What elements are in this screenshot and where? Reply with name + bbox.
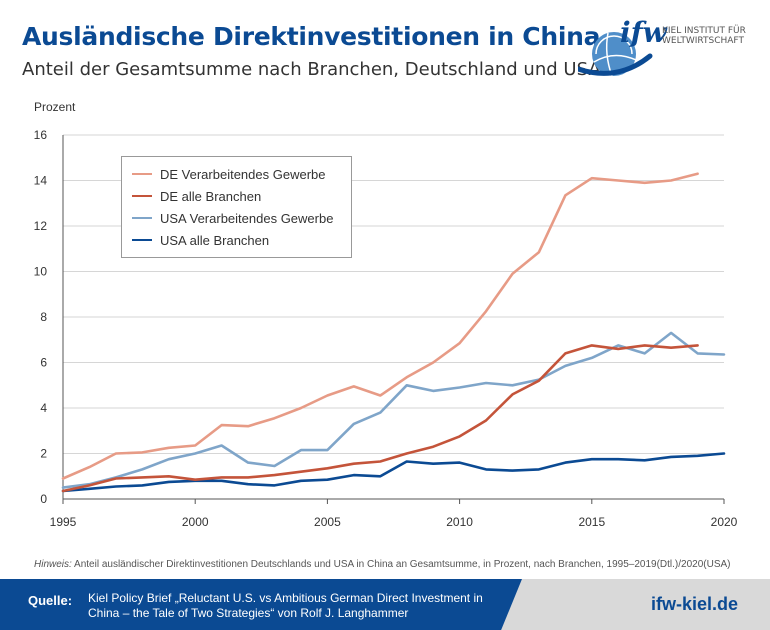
legend-label: USA alle Branchen <box>160 233 270 248</box>
legend-item-us-all: USA alle Branchen <box>132 233 269 249</box>
ifw-logo: ifw <box>575 14 758 84</box>
legend-item-de-manuf: DE Verarbeitendes Gewerbe <box>132 167 325 183</box>
series-line-1 <box>61 344 699 493</box>
legend-label: DE Verarbeitendes Gewerbe <box>160 167 326 182</box>
x-tick-label: 2005 <box>314 515 341 529</box>
logo-line1: KIEL INSTITUT FÜR <box>662 26 746 36</box>
x-tick-label: 2015 <box>578 515 605 529</box>
series-line-3 <box>61 452 726 493</box>
chart-note: Hinweis: Anteil ausländischer Direktinve… <box>34 559 731 570</box>
footer-source-panel: Quelle: Kiel Policy Brief „Reluctant U.S… <box>0 579 522 630</box>
x-tick-label: 2000 <box>182 515 209 529</box>
note-text: Anteil ausländischer Direktinvestitionen… <box>74 559 731 570</box>
y-tick-label: 0 <box>40 492 47 506</box>
chart-subtitle: Anteil der Gesamtsumme nach Branchen, De… <box>22 59 601 80</box>
y-tick-label: 4 <box>40 401 47 415</box>
legend-item-us-manuf: USA Verarbeitendes Gewerbe <box>132 211 333 227</box>
series-line-2 <box>61 331 726 489</box>
y-tick-label: 16 <box>34 128 48 142</box>
logo-line2: WELTWIRTSCHAFT <box>662 36 744 46</box>
source-label: Quelle: <box>28 593 73 608</box>
series-lines <box>61 172 726 493</box>
legend-swatch <box>132 194 152 197</box>
logo-institute-name: KIEL INSTITUT FÜR WELTWIRTSCHAFT <box>662 26 746 46</box>
chart-title: Ausländische Direktinvestitionen in Chin… <box>22 22 601 51</box>
axes: 0 2 4 6 8 10 12 14 16 1995 2000 2005 2010 2015 2020 <box>34 128 738 529</box>
legend-swatch <box>132 172 152 175</box>
x-tick-label: 2010 <box>446 515 473 529</box>
svg-text:ifw: ifw <box>620 16 668 49</box>
y-tick-label: 12 <box>34 219 48 233</box>
line-chart: 0 2 4 6 8 10 12 14 16 1995 2000 2005 2010 2015 2020 <box>34 128 738 529</box>
legend-swatch <box>132 216 152 219</box>
series-line-0 <box>61 172 699 480</box>
note-label: Hinweis: <box>34 559 72 570</box>
y-tick-label: 2 <box>40 447 47 461</box>
y-tick-label: 14 <box>34 174 48 188</box>
legend-swatch <box>132 238 152 241</box>
footer-bar: Quelle: Kiel Policy Brief „Reluctant U.S… <box>0 579 770 630</box>
x-tick-label: 2020 <box>711 515 738 529</box>
website-link[interactable]: ifw-kiel.de <box>650 594 738 614</box>
y-tick-label: 10 <box>34 265 48 279</box>
legend: DE Verarbeitendes Gewerbe DE alle Branch… <box>121 156 352 258</box>
legend-item-de-all: DE alle Branchen <box>132 189 261 205</box>
legend-label: DE alle Branchen <box>160 189 262 204</box>
x-tick-label: 1995 <box>50 515 77 529</box>
y-axis-label: Prozent <box>34 100 76 114</box>
source-text: Kiel Policy Brief „Reluctant U.S. vs Amb… <box>88 591 483 620</box>
y-tick-label: 8 <box>40 310 47 324</box>
legend-label: USA Verarbeitendes Gewerbe <box>160 211 334 226</box>
y-tick-label: 6 <box>40 356 47 370</box>
